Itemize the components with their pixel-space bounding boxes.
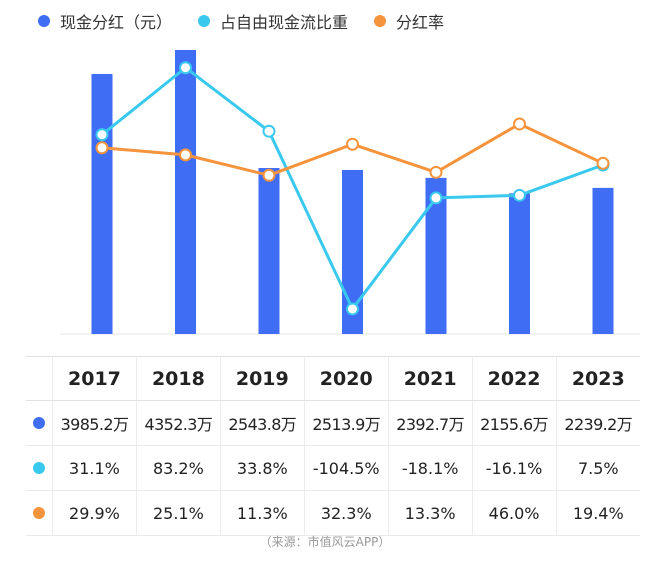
table-cell: 4352.3万 <box>135 400 221 446</box>
table-cell: 33.8% <box>219 445 305 491</box>
bar-2021[interactable] <box>425 177 447 334</box>
table-cell: -104.5% <box>303 445 389 491</box>
legend-marker-cash-dividend <box>38 15 50 27</box>
category-label: 2018 <box>135 356 221 401</box>
fcf-ratio-point-2018[interactable] <box>179 61 192 75</box>
table-row-cash-dividend: 3985.2万 4352.3万 2543.8万 2513.9万 2392.7万 … <box>26 400 640 446</box>
fcf-ratio-point-2017[interactable] <box>95 128 109 142</box>
bar-2017[interactable] <box>91 73 113 335</box>
source-note: （来源：市值风云APP） <box>259 535 391 549</box>
fcf-ratio-point-2021[interactable] <box>429 191 443 205</box>
payout-ratio-point-2018[interactable] <box>179 148 192 162</box>
row-dot-payout-ratio <box>33 506 45 519</box>
table-cell: 2513.9万 <box>303 400 389 446</box>
payout-ratio-point-2019[interactable] <box>262 168 276 182</box>
payout-ratio-point-2017[interactable] <box>95 141 109 155</box>
line-series-fcf-ratio <box>95 61 610 316</box>
category-label: 2021 <box>387 356 473 401</box>
bar-2018[interactable] <box>175 50 196 334</box>
fcf-ratio-point-2020[interactable] <box>346 302 359 316</box>
table-cell: 2392.7万 <box>387 400 473 446</box>
row-dot-cash-dividend <box>33 416 45 429</box>
table-cell: 19.4% <box>555 490 640 536</box>
table-cell: 46.0% <box>471 490 557 536</box>
payout-ratio-point-2023[interactable] <box>596 156 610 170</box>
legend: 现金分红（元） 占自由现金流比重 分红率 <box>38 10 470 32</box>
legend-marker-fcf-ratio <box>198 15 211 27</box>
table-cell: 2543.8万 <box>219 400 305 446</box>
table-cell: 29.9% <box>52 490 137 536</box>
legend-item-fcf-ratio[interactable]: 占自由现金流比重 <box>198 9 348 33</box>
table-cell: 13.3% <box>387 490 473 536</box>
table-row-fcf-ratio: 31.1% 83.2% 33.8% -104.5% -18.1% -16.1% … <box>26 445 640 491</box>
legend-label-payout-ratio: 分红率 <box>396 13 445 32</box>
table-cell: -16.1% <box>471 445 557 491</box>
row-marker-payout-ratio <box>26 490 53 536</box>
row-dot-fcf-ratio <box>33 461 45 474</box>
table-header-row: 2017 2018 2019 2020 2021 2022 2023 <box>26 356 640 401</box>
bar-2020[interactable] <box>342 169 363 334</box>
category-label: 2019 <box>219 356 305 401</box>
chart-plot <box>60 50 640 335</box>
data-table: 2017 2018 2019 2020 2021 2022 2023 3985.… <box>26 356 640 536</box>
table-cell: 2239.2万 <box>555 400 640 446</box>
bar-2019[interactable] <box>258 168 280 334</box>
bar-2023[interactable] <box>592 187 614 334</box>
row-marker-fcf-ratio <box>26 445 53 491</box>
table-cell: 31.1% <box>52 445 137 491</box>
table-cell: 83.2% <box>135 445 221 491</box>
category-label: 2023 <box>555 356 640 401</box>
legend-item-payout-ratio[interactable]: 分红率 <box>374 9 444 33</box>
category-label: 2017 <box>52 356 137 401</box>
line-series-payout-ratio <box>95 117 610 182</box>
row-marker-cash-dividend <box>26 400 53 446</box>
payout-ratio-point-2022[interactable] <box>513 117 526 131</box>
legend-label-cash-dividend: 现金分红（元） <box>60 13 173 32</box>
bar-series-cash-dividend <box>91 50 614 335</box>
legend-marker-payout-ratio <box>374 15 387 27</box>
table-cell: 7.5% <box>555 445 640 491</box>
legend-label-fcf-ratio: 占自由现金流比重 <box>220 13 349 32</box>
fcf-ratio-point-2022[interactable] <box>513 188 526 202</box>
table-row-payout-ratio: 29.9% 25.1% 11.3% 32.3% 13.3% 46.0% 19.4… <box>26 490 640 536</box>
table-cell: -18.1% <box>387 445 473 491</box>
table-cell: 11.3% <box>219 490 305 536</box>
table-cell: 25.1% <box>135 490 221 536</box>
payout-ratio-point-2020[interactable] <box>346 137 359 151</box>
table-header-blank <box>26 356 53 401</box>
table-cell: 3985.2万 <box>52 400 137 446</box>
fcf-ratio-point-2019[interactable] <box>262 124 276 138</box>
table-cell: 2155.6万 <box>471 400 557 446</box>
bar-2022[interactable] <box>509 193 530 334</box>
category-label: 2022 <box>471 356 557 401</box>
category-label: 2020 <box>303 356 389 401</box>
table-cell: 32.3% <box>303 490 389 536</box>
payout-ratio-point-2021[interactable] <box>429 165 443 179</box>
legend-item-cash-dividend[interactable]: 现金分红（元） <box>38 9 172 33</box>
